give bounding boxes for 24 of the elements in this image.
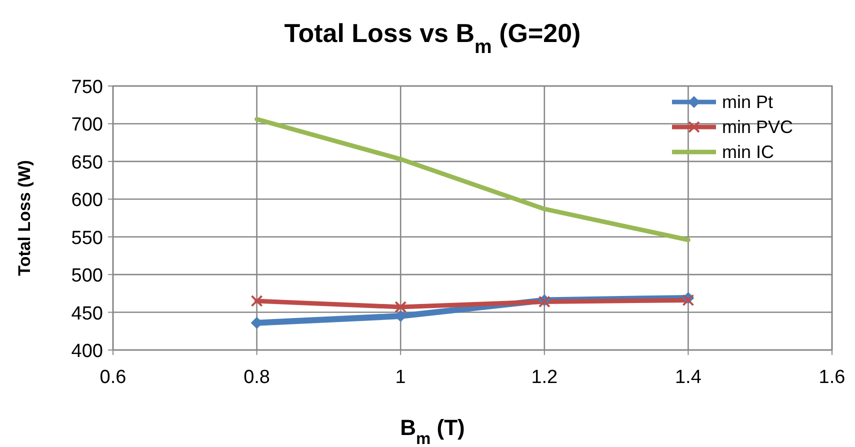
- x-tick-label: 1.2: [531, 367, 558, 388]
- x-tick-label: 1.6: [818, 367, 846, 388]
- x-tick-label: 1.4: [674, 367, 702, 388]
- y-tick-label: 400: [71, 341, 103, 362]
- point: [250, 294, 263, 307]
- y-tick-label: 450: [71, 303, 103, 324]
- x-tick-label: 0.6: [100, 367, 126, 388]
- y-tick-label: 600: [71, 190, 103, 212]
- line-series: [254, 116, 690, 242]
- y-tick-label: 700: [71, 114, 103, 136]
- x-tick-label: 1: [395, 367, 406, 388]
- legend-label: min IC: [722, 142, 774, 162]
- y-tick-label: 550: [71, 228, 103, 249]
- y-tick-label: 650: [71, 152, 103, 174]
- point: [394, 301, 407, 314]
- y-axis-title: Total Loss (W): [15, 160, 34, 276]
- legend-label: min Pt: [722, 92, 774, 112]
- legend-label: min PVC: [722, 117, 794, 137]
- y-tick-label: 500: [71, 266, 103, 287]
- y-tick-label: 750: [71, 77, 103, 98]
- chart-title: Total Loss vs B$_{m}$ (G=20): [284, 18, 581, 58]
- x-tick-label: 0.8: [244, 367, 270, 388]
- point: [682, 294, 694, 306]
- x-axis-title: B$_{m}$ (T): [400, 415, 465, 447]
